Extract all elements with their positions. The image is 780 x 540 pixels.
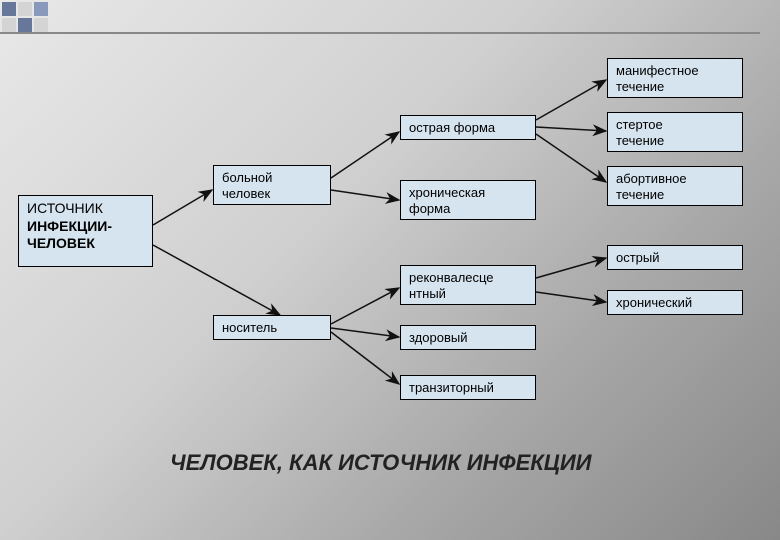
node-healthy: здоровый — [400, 325, 536, 350]
edge-acute-abortive — [536, 134, 606, 182]
edge-root-sick — [153, 190, 212, 225]
edge-carrier-healthy — [331, 328, 399, 337]
node-manifest-course: манифестноетечение — [607, 58, 743, 98]
edge-reconv-chronic2 — [536, 292, 606, 302]
node-acute-form: острая форма — [400, 115, 536, 140]
node-sick-person: больнойчеловек — [213, 165, 331, 205]
node-carrier: носитель — [213, 315, 331, 340]
node-chronic-form: хроническаяформа — [400, 180, 536, 220]
edge-reconv-acute2 — [536, 258, 606, 278]
edge-sick-chronic — [331, 190, 399, 200]
node-transitory: транзиторный — [400, 375, 536, 400]
node-root: ИСТОЧНИКИНФЕКЦИИ-ЧЕЛОВЕК — [18, 195, 153, 267]
slide-title: ЧЕЛОВЕК, КАК ИСТОЧНИК ИНФЕКЦИИ — [170, 450, 591, 476]
edge-acute-erased — [536, 127, 606, 131]
edge-acute-manifest — [536, 80, 606, 120]
node-acute: острый — [607, 245, 743, 270]
corner-decoration — [2, 2, 48, 32]
edge-carrier-transit — [331, 332, 399, 384]
edge-carrier-reconv — [331, 288, 399, 324]
header-divider — [0, 32, 760, 34]
edge-sick-acute — [331, 132, 399, 178]
edge-root-carrier — [153, 245, 280, 315]
node-abortive-course: абортивноетечение — [607, 166, 743, 206]
node-reconvalescent: реконвалесцентный — [400, 265, 536, 305]
node-chronic: хронический — [607, 290, 743, 315]
node-erased-course: стертоетечение — [607, 112, 743, 152]
